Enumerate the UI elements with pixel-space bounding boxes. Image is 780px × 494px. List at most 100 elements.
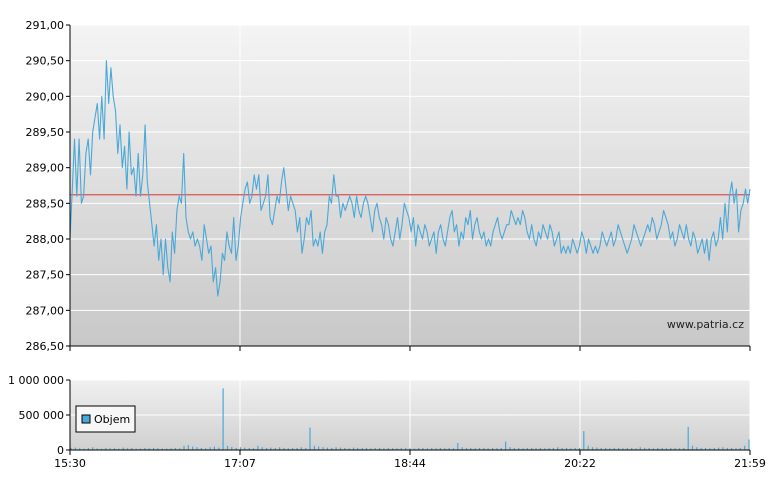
volume-bar bbox=[626, 447, 628, 450]
volume-bar bbox=[174, 447, 176, 450]
volume-bar bbox=[109, 448, 111, 450]
volume-bar bbox=[392, 448, 394, 450]
volume-y-tick-label: 500 000 bbox=[19, 409, 65, 422]
volume-bar bbox=[591, 447, 594, 450]
volume-bar bbox=[426, 448, 428, 451]
x-tick-label: 18:44 bbox=[394, 457, 426, 470]
volume-bar bbox=[652, 448, 654, 451]
volume-bar bbox=[465, 447, 468, 450]
volume-bar bbox=[661, 448, 663, 450]
volume-panel: 1 000 000 500 000 0 15:30 17:07 18:44 20:22 21… bbox=[8, 374, 766, 470]
volume-bar bbox=[522, 448, 524, 451]
volume-bar bbox=[161, 448, 163, 450]
volume-bar bbox=[431, 447, 433, 450]
volume-bar bbox=[600, 447, 602, 450]
volume-bar bbox=[413, 448, 415, 450]
price-y-tick-label: 289,50 bbox=[26, 126, 65, 139]
volume-bar bbox=[322, 447, 324, 450]
volume-bar bbox=[370, 448, 372, 451]
volume-bar bbox=[739, 447, 741, 450]
price-y-tick-label: 288,50 bbox=[26, 197, 65, 210]
volume-bar bbox=[665, 448, 667, 450]
x-tick-label: 20:22 bbox=[564, 457, 596, 470]
volume-bar bbox=[87, 448, 89, 450]
volume-bar bbox=[135, 448, 137, 450]
volume-bar bbox=[435, 448, 437, 450]
volume-bar bbox=[300, 447, 302, 450]
volume-bar bbox=[196, 447, 198, 450]
volume-bar bbox=[722, 447, 724, 450]
volume-bar bbox=[296, 448, 298, 450]
volume-bar bbox=[105, 447, 107, 450]
volume-bar bbox=[535, 448, 537, 450]
volume-bar bbox=[704, 448, 707, 450]
volume-bar bbox=[670, 447, 672, 450]
volume-bar bbox=[718, 447, 720, 450]
volume-bar bbox=[139, 448, 142, 450]
volume-bar bbox=[461, 447, 463, 450]
volume-bar bbox=[379, 448, 381, 450]
volume-bar bbox=[557, 447, 559, 450]
volume-bar bbox=[418, 447, 420, 450]
volume-bar bbox=[266, 447, 268, 450]
volume-bar bbox=[209, 447, 211, 450]
volume-bar bbox=[709, 448, 711, 451]
volume-bar bbox=[331, 447, 333, 450]
volume-bar bbox=[631, 448, 633, 450]
volume-bar bbox=[126, 448, 129, 451]
volume-bar bbox=[605, 448, 607, 450]
volume-bar bbox=[657, 447, 659, 450]
volume-bar bbox=[287, 448, 289, 451]
volume-bar bbox=[118, 448, 120, 450]
volume-bar bbox=[83, 448, 85, 450]
volume-bar bbox=[279, 447, 281, 450]
price-y-tick-label: 288,00 bbox=[26, 233, 65, 246]
price-y-tick-label: 287,50 bbox=[26, 269, 65, 282]
volume-bar bbox=[618, 448, 620, 450]
volume-bar bbox=[674, 448, 676, 450]
volume-bar bbox=[309, 427, 311, 450]
volume-bar bbox=[170, 448, 172, 451]
price-series bbox=[69, 60, 751, 297]
volume-bar bbox=[509, 447, 511, 450]
volume-bar bbox=[318, 446, 320, 450]
price-y-tick-label: 289,00 bbox=[26, 162, 65, 175]
watermark: www.patria.cz bbox=[667, 318, 744, 331]
volume-legend: Objem bbox=[75, 405, 136, 433]
volume-bar bbox=[609, 448, 611, 451]
volume-bar bbox=[561, 447, 563, 450]
volume-y-axis: 1 000 000 500 000 0 bbox=[8, 374, 71, 457]
price-x-axis bbox=[69, 345, 751, 351]
volume-bar bbox=[96, 448, 98, 450]
volume-bar bbox=[374, 447, 376, 450]
volume-bar bbox=[274, 448, 276, 450]
volume-bar bbox=[148, 448, 150, 450]
price-y-tick-label: 287,00 bbox=[26, 304, 65, 317]
volume-bar bbox=[383, 448, 385, 451]
volume-bar bbox=[257, 445, 259, 450]
volume-bar bbox=[696, 447, 698, 450]
legend-label: Objem bbox=[94, 413, 130, 426]
volume-bar bbox=[478, 447, 481, 450]
volume-bar bbox=[731, 448, 733, 450]
volume-bar bbox=[248, 447, 250, 450]
volume-bar bbox=[748, 439, 750, 450]
volume-bar bbox=[596, 447, 598, 450]
volume-bar bbox=[548, 447, 550, 450]
volume-bar bbox=[226, 445, 229, 450]
volume-bar bbox=[144, 448, 146, 450]
volume-bar bbox=[683, 447, 685, 450]
volume-bar bbox=[305, 447, 307, 450]
volume-bar bbox=[113, 448, 116, 450]
volume-bar bbox=[644, 447, 646, 450]
volume-bar bbox=[79, 448, 81, 451]
price-y-axis: 291,00 290,50 290,00 289,50 289,00 288,50 288,… bbox=[26, 19, 71, 353]
volume-bar bbox=[357, 447, 359, 450]
x-tick-label: 15:30 bbox=[54, 457, 86, 470]
volume-bar bbox=[635, 448, 637, 451]
volume-bar bbox=[500, 447, 502, 450]
volume-bar bbox=[344, 447, 346, 450]
volume-bar bbox=[726, 447, 728, 450]
volume-bar bbox=[513, 447, 515, 450]
volume-bar bbox=[678, 448, 681, 451]
